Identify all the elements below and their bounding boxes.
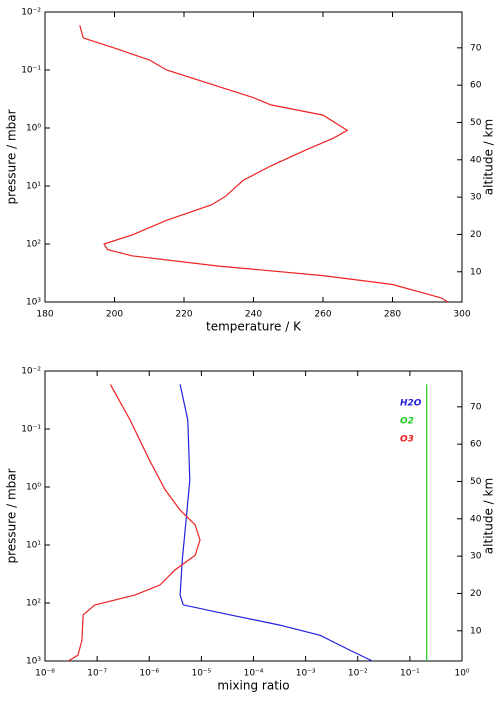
legend-label: O3: [400, 435, 414, 445]
x-tick-label: 10⁻⁴: [244, 669, 264, 679]
y2-tick-label: 40: [470, 514, 482, 524]
y-tick-label: 10¹: [26, 182, 41, 192]
profile-line: [67, 384, 201, 662]
x-axis-label: temperature / K: [206, 320, 302, 334]
plot-frame: [44, 11, 463, 303]
x-tick-label: 10⁻³: [296, 669, 316, 679]
x-tick-label: 10⁻²: [348, 669, 368, 679]
y2-tick-label: 20: [470, 230, 482, 240]
plot-frame: [44, 370, 463, 662]
y-tick-label: 10⁻²: [21, 8, 41, 18]
y-tick-label: 10⁻²: [21, 367, 41, 377]
y-axis-label: pressure / mbar: [5, 468, 19, 563]
y2-tick-label: 50: [470, 477, 482, 487]
y2-tick-label: 10: [470, 626, 482, 636]
x-tick-label: 200: [106, 310, 123, 320]
x-tick-label: 240: [245, 310, 262, 320]
y-tick-label: 10⁻¹: [21, 425, 41, 435]
x-tick-label: 10⁻⁶: [139, 669, 159, 679]
y2-axis-label: altitude / km: [482, 478, 496, 554]
y2-tick-label: 70: [470, 402, 482, 412]
x-tick-label: 180: [36, 310, 53, 320]
legend-label: H2O: [400, 399, 422, 409]
y-tick-label: 10⁻¹: [21, 66, 41, 76]
profile-line: [179, 384, 373, 662]
x-tick-label: 220: [175, 310, 192, 320]
x-tick-label: 300: [453, 310, 470, 320]
x-tick-label: 260: [314, 310, 331, 320]
x-axis-label: mixing ratio: [217, 679, 289, 693]
y2-tick-label: 50: [470, 118, 482, 128]
y-tick-label: 10⁰: [26, 124, 41, 134]
y2-tick-label: 30: [470, 193, 482, 203]
profile-line: [79, 25, 449, 303]
x-tick-label: 280: [384, 310, 401, 320]
x-tick-label: 10⁻⁸: [35, 669, 55, 679]
y2-tick-label: 10: [470, 267, 482, 277]
y-tick-label: 10²: [26, 240, 41, 250]
y-tick-label: 10²: [26, 599, 41, 609]
y-tick-label: 10³: [26, 298, 41, 308]
y2-tick-label: 70: [470, 43, 482, 53]
y2-tick-label: 60: [470, 440, 482, 450]
y-tick-label: 10¹: [26, 541, 41, 551]
y-tick-label: 10³: [26, 657, 41, 667]
x-tick-label: 10⁻¹: [400, 669, 420, 679]
x-tick-label: 10⁰: [454, 669, 469, 679]
legend-label: O2: [400, 417, 414, 427]
y-axis-label: pressure / mbar: [5, 109, 19, 204]
y2-tick-label: 60: [470, 81, 482, 91]
x-tick-label: 10⁻⁷: [87, 669, 107, 679]
y2-axis-label: altitude / km: [482, 119, 496, 195]
x-tick-label: 10⁻⁵: [191, 669, 211, 679]
y2-tick-label: 40: [470, 155, 482, 165]
y2-tick-label: 20: [470, 589, 482, 599]
y2-tick-label: 30: [470, 552, 482, 562]
y-tick-label: 10⁰: [26, 483, 41, 493]
